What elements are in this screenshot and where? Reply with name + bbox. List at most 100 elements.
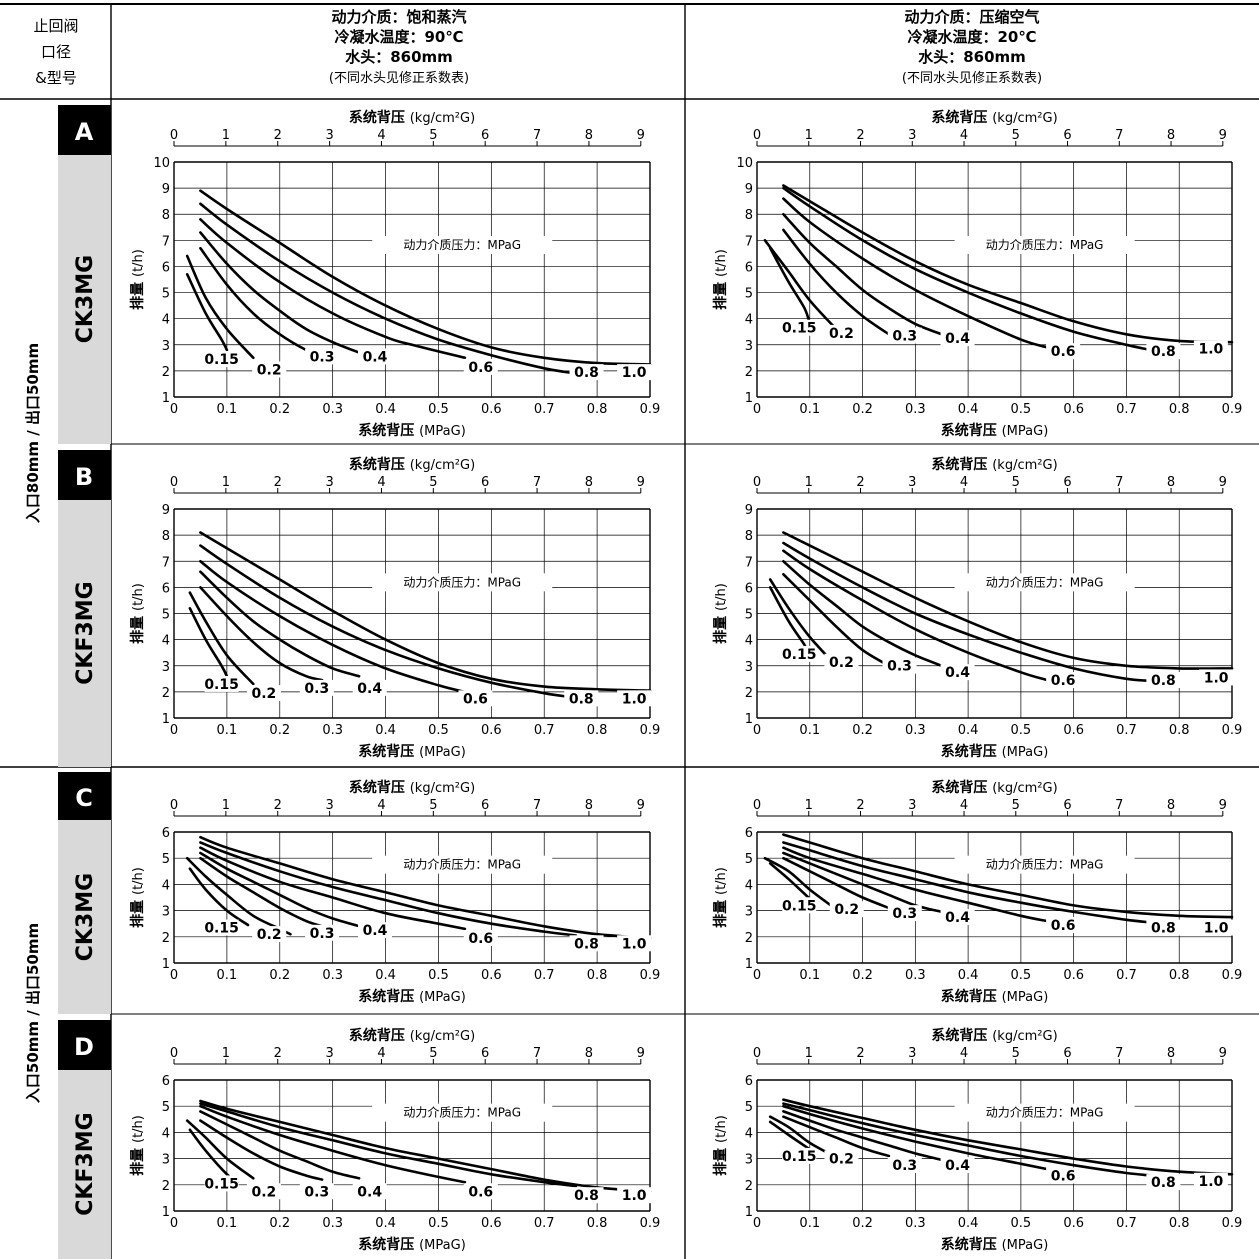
curve-label-bg <box>204 919 239 936</box>
top-tick-label: 8 <box>1167 128 1175 143</box>
top-tick-label: 0 <box>753 128 761 143</box>
curve-label: 0.6 <box>1051 918 1076 934</box>
x-tick-label: 0.6 <box>481 402 502 417</box>
x-tick-label: 0.1 <box>217 723 238 738</box>
top-tick-label: 1 <box>805 128 813 143</box>
x-tick-label: 0.5 <box>428 1216 449 1231</box>
x-tick-label: 0.1 <box>799 723 820 738</box>
series-line-0-3 <box>782 573 891 668</box>
top-tick-label: 5 <box>1012 798 1020 813</box>
top-tick-label: 3 <box>908 798 916 813</box>
top-tick-label: 4 <box>960 1046 968 1061</box>
x-tick-label: 0.9 <box>640 968 661 983</box>
x-tick-label: 0.3 <box>322 723 343 738</box>
series-line-1-0 <box>782 833 1234 919</box>
y-tick-label: 5 <box>162 852 170 867</box>
y-tick-label: 8 <box>745 208 753 223</box>
model-row-d: D CKF3MG <box>58 1020 111 1259</box>
x-tick-label: 0.4 <box>958 1216 979 1231</box>
curve-label: 1.0 <box>622 365 647 381</box>
top-axis-unit: (kg/cm²G) <box>992 1029 1057 1044</box>
x-axis-unit: (MPaG) <box>419 424 466 439</box>
curve-label: 0.8 <box>574 1188 599 1204</box>
annotation-bg <box>372 1103 553 1122</box>
top-tick-label: 5 <box>1012 128 1020 143</box>
x-tick-label: 0.1 <box>217 402 238 417</box>
curve-label-bg <box>1046 916 1081 933</box>
top-tick-label: 2 <box>856 475 864 490</box>
x-tick-label: 0.5 <box>1011 968 1032 983</box>
y-tick-label: 4 <box>162 1126 170 1141</box>
top-tick-label: 9 <box>1219 1046 1227 1061</box>
x-axis-title: 系统背压 (MPaG) <box>941 743 1049 760</box>
top-tick-label: 9 <box>637 475 645 490</box>
curve-label-bg <box>782 897 817 914</box>
curve-label: 0.6 <box>1051 673 1076 689</box>
series-line-0-3 <box>782 856 891 910</box>
curve-label-bg <box>1146 919 1181 936</box>
curve-label: 1.0 <box>622 691 647 707</box>
top-tick-label: 0 <box>753 798 761 813</box>
top-tick-label: 7 <box>1115 1046 1123 1061</box>
header-air-head: 水头：860mm <box>918 48 1026 66</box>
header-type-line-1: 止回阀 <box>33 17 78 35</box>
y-tick-label: 4 <box>745 878 753 893</box>
y-axis-title: 排量 (t/h) <box>712 867 729 928</box>
x-tick-label: 0.1 <box>799 1216 820 1231</box>
curve-label-bg <box>463 930 498 947</box>
y-axis-unit: (t/h) <box>714 1115 729 1143</box>
header-steam-temp: 冷凝水温度：90℃ <box>334 28 463 46</box>
x-tick-label: 0.8 <box>1169 1216 1190 1231</box>
letter-c: C <box>75 784 93 812</box>
curve-label-bg <box>887 327 922 344</box>
y-tick-label: 2 <box>745 365 753 380</box>
curve-label: 0.15 <box>204 352 239 368</box>
curve-label: 0.4 <box>945 1158 970 1174</box>
curve-label: 0.8 <box>574 936 599 952</box>
top-tick-label: 4 <box>377 475 385 490</box>
series-line-1-0 <box>782 531 1234 670</box>
series-line-0-15 <box>768 1120 812 1151</box>
top-tick-label: 1 <box>805 1046 813 1061</box>
curve-label-bg <box>1046 672 1081 689</box>
x-tick-label: 0.2 <box>852 968 873 983</box>
y-tick-label: 9 <box>745 503 753 518</box>
x-tick-label: 0.4 <box>958 723 979 738</box>
x-tick-label: 0 <box>170 1216 178 1231</box>
curve-label-bg <box>564 690 599 707</box>
curve-label: 0.3 <box>304 681 329 697</box>
x-tick-label: 0 <box>753 1216 761 1231</box>
x-tick-label: 0 <box>753 968 761 983</box>
x-tick-label: 0.5 <box>1011 1216 1032 1231</box>
top-axis-title: 系统背压 (kg/cm²G) <box>931 1027 1057 1044</box>
curve-label-bg <box>299 1183 334 1200</box>
series-line-0-8 <box>782 541 1165 683</box>
curve-label-bg <box>824 653 859 670</box>
x-tick-label: 0.1 <box>799 402 820 417</box>
annotation-bg <box>954 855 1135 874</box>
y-axis-unit: (t/h) <box>131 249 146 277</box>
curve-label-bg <box>357 348 392 365</box>
annotation-pressure: 动力介质压力：MPaG <box>986 1106 1104 1120</box>
y-tick-label: 9 <box>162 503 170 518</box>
model-row-b: B CKF3MG <box>58 450 111 767</box>
top-tick-label: 7 <box>533 798 541 813</box>
curve-label-bg <box>829 901 864 918</box>
header-type-line-2: 口径 <box>41 43 71 61</box>
curve-label-bg <box>940 664 975 681</box>
curve-label: 0.4 <box>363 349 388 365</box>
top-tick-label: 2 <box>856 798 864 813</box>
top-tick-label: 4 <box>960 475 968 490</box>
curve-label-bg <box>305 348 340 365</box>
series-line-1-0 <box>199 1099 652 1193</box>
curve-label: 0.6 <box>468 1184 493 1200</box>
top-tick-label: 4 <box>377 1046 385 1061</box>
series-line-0-2 <box>768 1115 838 1159</box>
annotation-pressure: 动力介质压力：MPaG <box>403 238 521 252</box>
series-line-0-6 <box>782 1104 1049 1171</box>
y-tick-label: 9 <box>745 182 753 197</box>
series-line-0-3 <box>199 586 324 682</box>
curve-label: 0.15 <box>782 647 817 663</box>
